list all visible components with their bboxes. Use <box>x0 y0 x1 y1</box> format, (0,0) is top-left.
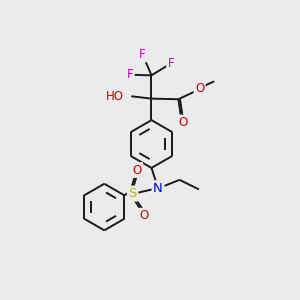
Text: N: N <box>153 182 163 195</box>
Text: F: F <box>127 68 133 81</box>
Text: O: O <box>133 164 142 176</box>
Text: HO: HO <box>106 90 124 103</box>
Text: O: O <box>178 116 188 129</box>
Text: F: F <box>168 57 174 70</box>
Text: O: O <box>195 82 204 95</box>
Text: O: O <box>139 209 148 222</box>
Text: F: F <box>139 48 146 61</box>
Text: S: S <box>128 187 137 200</box>
